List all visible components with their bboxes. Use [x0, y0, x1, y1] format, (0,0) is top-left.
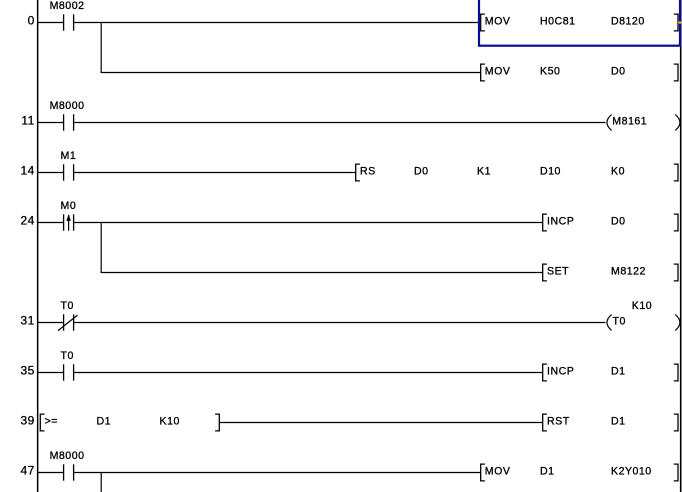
svg-text:D10: D10: [540, 165, 561, 177]
svg-text:T0: T0: [61, 300, 74, 312]
svg-text:39: 39: [20, 414, 34, 428]
svg-text:K10: K10: [632, 300, 652, 312]
svg-text:K0: K0: [611, 165, 625, 177]
svg-text:35: 35: [20, 364, 34, 378]
svg-text:K2Y010: K2Y010: [611, 465, 652, 477]
svg-text:D1: D1: [611, 365, 626, 377]
svg-text:0: 0: [28, 14, 35, 28]
svg-text:INCP: INCP: [547, 215, 574, 227]
svg-text:T0: T0: [61, 350, 74, 362]
svg-text:M1: M1: [61, 150, 77, 162]
svg-text:MOV: MOV: [485, 15, 511, 27]
svg-text:24: 24: [20, 214, 34, 228]
svg-text:INCP: INCP: [547, 365, 574, 377]
svg-text:RST: RST: [547, 415, 570, 427]
svg-text:M8122: M8122: [611, 265, 646, 277]
svg-text:K10: K10: [160, 415, 180, 427]
svg-text:RS: RS: [360, 165, 376, 177]
svg-text:M8000: M8000: [50, 450, 85, 462]
svg-text:K1: K1: [477, 165, 491, 177]
svg-text:11: 11: [21, 114, 34, 128]
svg-text:M0: M0: [61, 200, 77, 212]
svg-text:D1: D1: [540, 465, 555, 477]
svg-text:H0C81: H0C81: [540, 15, 575, 27]
svg-text:SET: SET: [547, 265, 569, 277]
svg-text:MOV: MOV: [485, 465, 511, 477]
svg-text:M8002: M8002: [50, 0, 85, 12]
svg-text:D0: D0: [414, 165, 429, 177]
svg-text:D0: D0: [611, 215, 626, 227]
svg-text:M8000: M8000: [50, 100, 85, 112]
svg-text:D8120: D8120: [611, 15, 645, 27]
svg-text:D1: D1: [97, 415, 112, 427]
svg-text:K50: K50: [540, 65, 560, 77]
svg-text:M8161: M8161: [612, 115, 647, 127]
svg-text:14: 14: [20, 164, 34, 178]
svg-text:D0: D0: [611, 65, 626, 77]
svg-text:>=: >=: [45, 415, 58, 427]
svg-text:D1: D1: [611, 415, 626, 427]
svg-text:47: 47: [20, 464, 34, 478]
svg-text:31: 31: [20, 314, 34, 328]
svg-text:MOV: MOV: [485, 65, 511, 77]
svg-text:T0: T0: [613, 315, 626, 327]
